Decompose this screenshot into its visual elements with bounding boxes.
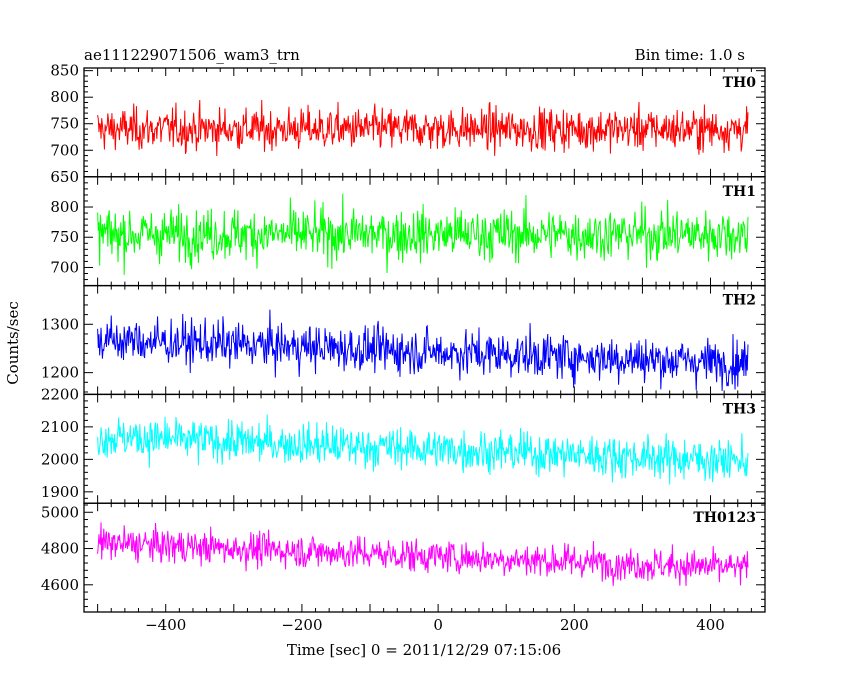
- x-tick-label: 200: [560, 616, 589, 634]
- x-tick-label: −400: [145, 616, 186, 634]
- series-line-th0123: [97, 522, 749, 587]
- series-line-th3: [97, 414, 749, 485]
- panel-th2: 1200 1300 TH2: [41, 284, 766, 396]
- y-tick-label: 4600: [41, 576, 79, 594]
- y-tick-label: 1900: [41, 483, 79, 501]
- y-tick-label: 700: [50, 141, 79, 159]
- y-axis-title: Counts/sec: [4, 301, 22, 385]
- panels-group: 650 700 750 800 850 TH0 700 750 800 TH1 1200 1300 TH…: [41, 62, 766, 613]
- y-tick-label: 4800: [41, 540, 79, 558]
- x-tick-label: 400: [696, 616, 725, 634]
- series-line-th1: [97, 193, 749, 275]
- bin-time-label: Bin time: 1.0 s: [635, 46, 745, 64]
- y-tick-label: 850: [50, 62, 79, 80]
- y-tick-label: 800: [50, 88, 79, 106]
- panel-label-th2: TH2: [723, 293, 756, 309]
- x-tick-label: −200: [281, 616, 322, 634]
- y-tick-label: 2200: [41, 385, 79, 403]
- y-tick-label: 2000: [41, 450, 79, 468]
- panel-frame: [83, 67, 766, 178]
- y-tick-label: 5000: [41, 503, 79, 521]
- x-tick-label: 0: [433, 616, 443, 634]
- figure-title: ae111229071506_wam3_trn: [84, 46, 300, 64]
- y-tick-label: 2100: [41, 418, 79, 436]
- y-tick-label: 750: [50, 115, 79, 133]
- panel-th0: 650 700 750 800 850 TH0: [50, 62, 766, 186]
- panel-th1: 700 750 800 TH1: [50, 176, 766, 287]
- panel-label-th0123: TH0123: [693, 510, 756, 526]
- y-tick-label: 650: [50, 168, 79, 186]
- panel-th3: 1900 2000 2100 2200 TH3: [41, 385, 766, 504]
- y-tick-label: 700: [50, 258, 79, 276]
- y-tick-label: 800: [50, 198, 79, 216]
- series-line-th0: [97, 99, 749, 156]
- panel-label-th3: TH3: [723, 401, 756, 417]
- y-tick-label: 750: [50, 228, 79, 246]
- panel-label-th0: TH0: [723, 75, 757, 91]
- panel-label-th1: TH1: [723, 184, 756, 200]
- y-tick-label: 1200: [41, 364, 79, 382]
- series-line-th2: [97, 309, 749, 391]
- panel-th0123: 4600 4800 5000 TH0123: [41, 502, 766, 613]
- x-axis: −400 −200 0 200 400: [145, 616, 725, 634]
- y-tick-label: 1300: [41, 315, 79, 333]
- x-axis-title: Time [sec] 0 = 2011/12/29 07:15:06: [287, 641, 561, 659]
